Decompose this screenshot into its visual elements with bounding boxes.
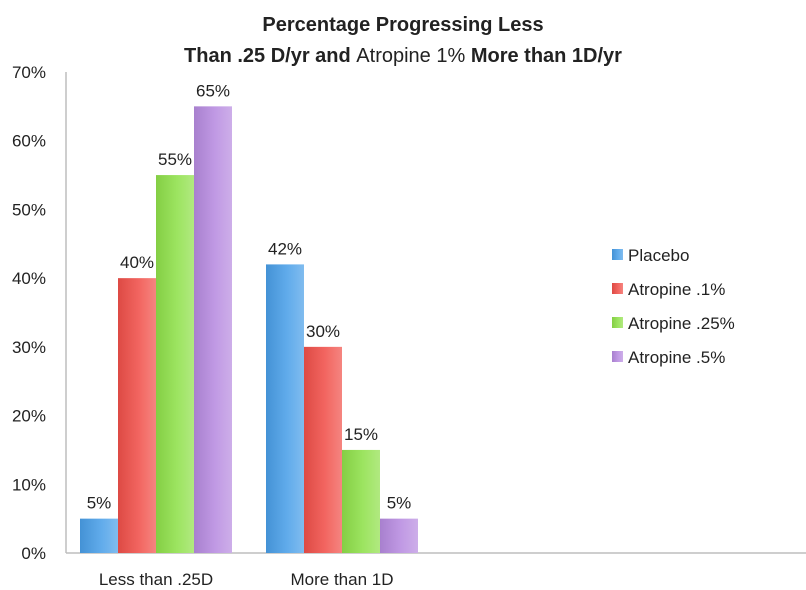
y-tick-label: 40% (12, 269, 46, 288)
y-axis-ticks: 0% 10% 20% 30% 40% 50% 60% 70% (12, 63, 46, 563)
y-tick-label: 0% (21, 544, 46, 563)
data-label: 65% (196, 81, 230, 100)
legend-swatch (612, 317, 623, 328)
chart-title-line2-part-b: Atropine 1% (356, 45, 465, 67)
bars (80, 106, 418, 554)
legend-swatch (612, 249, 623, 260)
data-label: 40% (120, 253, 154, 272)
chart-title-line2-part-a: Than .25 D/yr and (184, 45, 356, 67)
y-tick-label: 70% (12, 63, 46, 82)
bar-1-1 (304, 346, 342, 553)
bar-1-0 (118, 278, 156, 553)
legend-item-label: Atropine .1% (628, 280, 725, 299)
y-tick-label: 30% (12, 338, 46, 357)
y-tick-label: 50% (12, 200, 46, 219)
legend-item-label: Atropine .25% (628, 314, 735, 333)
legend-item-label: Placebo (628, 246, 689, 265)
data-label: 5% (387, 494, 412, 513)
legend: Placebo Atropine .1% Atropine .25% Atropine… (612, 246, 735, 367)
data-label: 55% (158, 150, 192, 169)
x-axis-categories: Less than .25D More than 1D (99, 570, 394, 589)
x-category-label: More than 1D (291, 570, 394, 589)
data-label: 30% (306, 322, 340, 341)
legend-swatch (612, 283, 623, 294)
data-label: 15% (344, 425, 378, 444)
bar-3-1 (380, 518, 418, 553)
legend-swatch (612, 351, 623, 362)
bar-2-1 (342, 449, 380, 553)
bar-0-1 (266, 264, 304, 553)
y-tick-label: 60% (12, 132, 46, 151)
x-category-label: Less than .25D (99, 570, 213, 589)
data-labels: 5% 40% 55% 65% 42% 30% 15% 5% (87, 81, 412, 512)
y-tick-label: 20% (12, 407, 46, 426)
legend-item-label: Atropine .5% (628, 348, 725, 367)
bar-2-0 (156, 175, 194, 554)
chart-title-line2-part-c: More than 1D/yr (465, 45, 622, 67)
bar-0-0 (80, 518, 118, 553)
data-label: 5% (87, 494, 112, 513)
chart-title-line1: Percentage Progressing Less (262, 14, 543, 36)
bar-3-0 (194, 106, 232, 553)
chart-title-line2: Than .25 D/yr and Atropine 1% More than … (184, 45, 622, 67)
y-tick-label: 10% (12, 475, 46, 494)
data-label: 42% (268, 239, 302, 258)
